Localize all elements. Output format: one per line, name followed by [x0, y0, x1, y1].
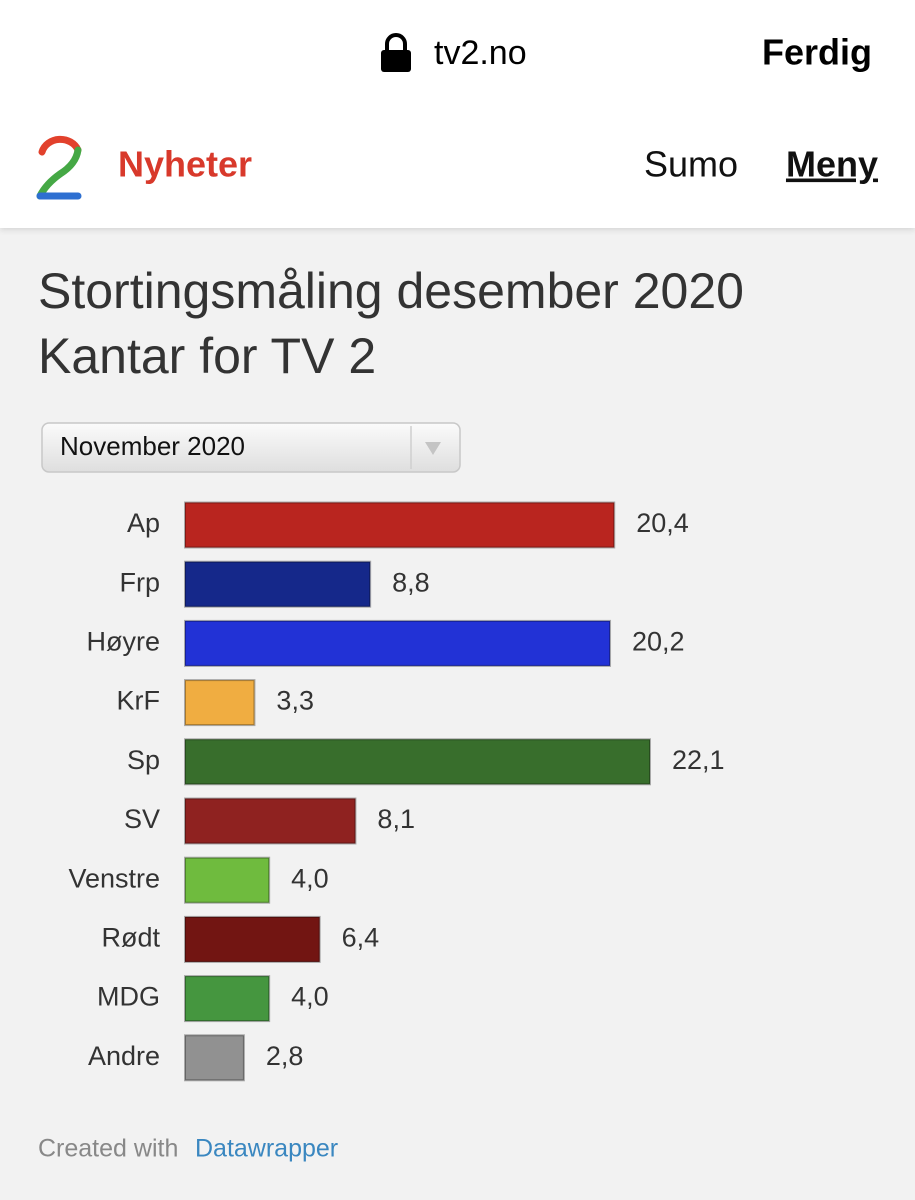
footer-text: Created with — [38, 1135, 178, 1163]
logo[interactable] — [36, 135, 82, 200]
value-label: 4,0 — [291, 863, 329, 893]
bar — [184, 560, 372, 608]
value-label: 20,4 — [636, 508, 689, 538]
value-label: 20,2 — [632, 627, 685, 657]
category-label: Rødt — [101, 923, 160, 953]
dropdown[interactable]: November 2020 — [41, 422, 461, 473]
value-label: 2,8 — [266, 1041, 304, 1071]
bar — [184, 797, 357, 845]
bar — [184, 679, 256, 727]
value-label: 4,0 — [291, 982, 329, 1012]
bar — [184, 501, 616, 549]
dropdown-label[interactable]: November 2020 — [60, 431, 245, 461]
category-label: Frp — [120, 567, 161, 597]
value-label: 8,8 — [392, 567, 430, 597]
chart-title: Stortingsmåling desember 2020 — [38, 263, 744, 319]
category-label: KrF — [117, 686, 161, 716]
top-panel — [0, 0, 915, 228]
value-label: 22,1 — [672, 745, 725, 775]
category-label: Andre — [88, 1041, 160, 1071]
bar — [184, 915, 321, 963]
bar — [184, 619, 612, 667]
category-label: Høyre — [87, 627, 161, 657]
category-label: MDG — [97, 982, 160, 1012]
nav-link[interactable]: Sumo — [644, 144, 738, 185]
category-label: SV — [124, 804, 160, 834]
brand[interactable]: Nyheter — [118, 144, 252, 185]
category-label: Ap — [127, 508, 160, 538]
nav-link[interactable]: Meny — [786, 144, 878, 185]
value-label: 6,4 — [342, 923, 380, 953]
category-label: Venstre — [68, 863, 160, 893]
lock-icon — [381, 33, 411, 72]
bar — [184, 975, 271, 1023]
chart-subtitle: Kantar for TV 2 — [38, 328, 376, 384]
footer-link[interactable]: Datawrapper — [195, 1135, 338, 1163]
value-label: 3,3 — [276, 686, 314, 716]
done-button[interactable]: Ferdig — [762, 32, 872, 73]
category-label: Sp — [127, 745, 160, 775]
url[interactable]: tv2.no — [434, 34, 527, 72]
bar — [184, 738, 651, 786]
bar-chart: Ap 20,4 Frp 8,8 Høyre 20,2 KrF 3,3 Sp 22,1 SV 8,1 Ve… — [68, 501, 725, 1082]
bar — [184, 1034, 245, 1082]
value-label: 8,1 — [377, 804, 415, 834]
bar — [184, 856, 271, 904]
